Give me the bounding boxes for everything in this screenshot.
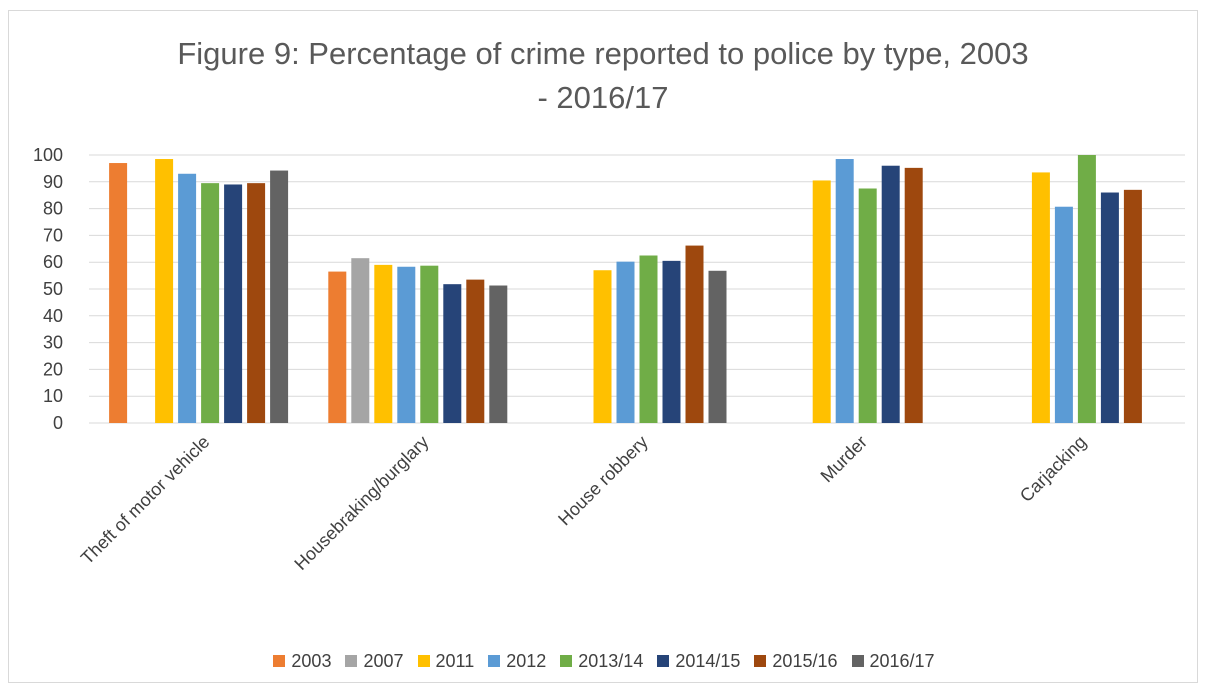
bar [247,183,265,423]
legend-swatch [418,655,430,667]
bar [155,159,173,423]
bar [686,246,704,423]
bar [617,262,635,423]
x-axis-category-labels: Theft of motor vehicle Housebraking/burgl… [77,432,1090,574]
legend-swatch [488,655,500,667]
bar [351,258,369,423]
bar [882,166,900,423]
x-category-label: Murder [817,432,871,486]
bar [201,183,219,423]
legend-label: 2015/16 [772,651,837,672]
y-tick-label: 60 [43,252,63,272]
bar [178,174,196,423]
bar [1055,207,1073,423]
legend-item: 2012 [488,651,546,672]
legend: 2003 2007 2011 2012 2013/14 2014/15 2015/16 201… [0,649,1208,673]
bar [109,163,127,423]
y-tick-label: 50 [43,279,63,299]
bar [420,266,438,423]
bar [836,159,854,423]
legend-label: 2016/17 [870,651,935,672]
bar [443,284,461,423]
bar [224,184,242,423]
legend-item: 2011 [418,651,475,672]
bar [328,272,346,423]
y-tick-label: 70 [43,225,63,245]
legend-label: 2011 [436,651,475,672]
legend-label: 2003 [291,651,331,672]
y-tick-label: 80 [43,199,63,219]
legend-swatch [754,655,766,667]
y-tick-label: 40 [43,306,63,326]
legend-swatch [852,655,864,667]
x-category-label: Carjacking [1016,432,1090,506]
bar [813,180,831,423]
bar [374,265,392,423]
bar [905,168,923,423]
bar [270,171,288,423]
y-tick-label: 90 [43,172,63,192]
y-tick-label: 20 [43,359,63,379]
bar [397,267,415,423]
bar [594,270,612,423]
bar [663,261,681,423]
legend-label: 2014/15 [675,651,740,672]
legend-item: 2015/16 [754,651,837,672]
legend-label: 2007 [363,651,403,672]
bar [709,271,727,423]
legend-label: 2012 [506,651,546,672]
bar [466,280,484,423]
x-category-label: House robbery [554,432,652,530]
legend-swatch [560,655,572,667]
legend-item: 2016/17 [852,651,935,672]
legend-item: 2013/14 [560,651,643,672]
y-tick-label: 10 [43,386,63,406]
x-category-label: Theft of motor vehicle [77,432,214,569]
x-category-label: Housebraking/burglary [290,432,432,574]
y-tick-label: 30 [43,333,63,353]
legend-item: 2014/15 [657,651,740,672]
y-tick-label: 0 [53,413,63,433]
bar [640,256,658,424]
bar [1032,172,1050,423]
bar [489,286,507,423]
legend-swatch [345,655,357,667]
bar [1101,193,1119,423]
bar [1078,155,1096,423]
legend-label: 2013/14 [578,651,643,672]
bar [859,189,877,424]
legend-swatch [657,655,669,667]
y-tick-label: 100 [33,145,63,165]
y-axis-ticks: 0 10 20 30 40 50 60 70 80 90 100 [33,145,63,433]
legend-item: 2003 [273,651,331,672]
legend-swatch [273,655,285,667]
legend-item: 2007 [345,651,403,672]
bar [1124,190,1142,423]
